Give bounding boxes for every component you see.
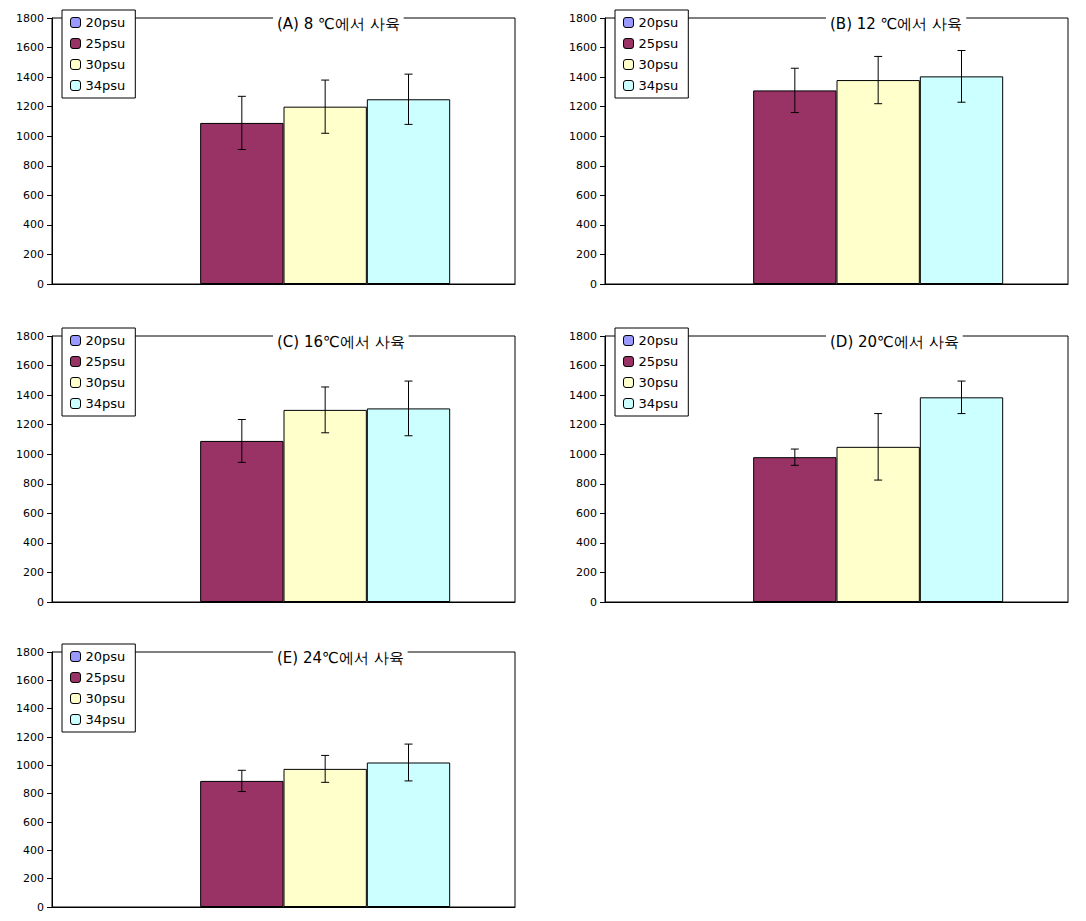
svg-text:1200: 1200 bbox=[569, 100, 597, 113]
svg-text:600: 600 bbox=[23, 189, 44, 202]
svg-text:800: 800 bbox=[23, 159, 44, 172]
svg-text:(D) 20℃에서 사육: (D) 20℃에서 사육 bbox=[830, 333, 959, 351]
svg-text:25psu: 25psu bbox=[86, 36, 126, 51]
svg-text:1800: 1800 bbox=[569, 12, 597, 25]
svg-text:1400: 1400 bbox=[569, 71, 597, 84]
svg-text:1200: 1200 bbox=[569, 418, 597, 431]
svg-text:30psu: 30psu bbox=[639, 57, 679, 72]
svg-text:400: 400 bbox=[23, 536, 44, 549]
svg-text:1600: 1600 bbox=[16, 41, 44, 54]
svg-text:25psu: 25psu bbox=[86, 670, 126, 685]
svg-text:20psu: 20psu bbox=[639, 333, 679, 348]
svg-text:20psu: 20psu bbox=[86, 649, 126, 664]
svg-text:800: 800 bbox=[576, 477, 597, 490]
svg-text:(C) 16℃에서 사육: (C) 16℃에서 사육 bbox=[277, 333, 405, 351]
svg-text:1000: 1000 bbox=[16, 448, 44, 461]
svg-text:400: 400 bbox=[576, 536, 597, 549]
svg-text:1400: 1400 bbox=[16, 389, 44, 402]
svg-text:1200: 1200 bbox=[16, 418, 44, 431]
svg-text:34psu: 34psu bbox=[639, 78, 679, 93]
svg-text:1000: 1000 bbox=[16, 759, 44, 772]
svg-text:1800: 1800 bbox=[569, 330, 597, 343]
svg-text:30psu: 30psu bbox=[86, 691, 126, 706]
svg-text:(E) 24℃에서 사육: (E) 24℃에서 사육 bbox=[277, 649, 404, 667]
svg-text:34psu: 34psu bbox=[86, 396, 126, 411]
svg-text:400: 400 bbox=[576, 218, 597, 231]
svg-text:800: 800 bbox=[576, 159, 597, 172]
svg-text:20psu: 20psu bbox=[639, 15, 679, 30]
svg-text:0: 0 bbox=[37, 901, 44, 914]
svg-text:200: 200 bbox=[576, 566, 597, 579]
svg-text:1800: 1800 bbox=[16, 12, 44, 25]
svg-text:1200: 1200 bbox=[16, 100, 44, 113]
svg-text:1400: 1400 bbox=[569, 389, 597, 402]
svg-text:25psu: 25psu bbox=[639, 354, 679, 369]
svg-text:600: 600 bbox=[23, 816, 44, 829]
svg-text:34psu: 34psu bbox=[86, 712, 126, 727]
svg-text:20psu: 20psu bbox=[86, 333, 126, 348]
svg-text:1600: 1600 bbox=[16, 674, 44, 687]
svg-text:0: 0 bbox=[37, 278, 44, 291]
svg-text:30psu: 30psu bbox=[86, 57, 126, 72]
svg-text:34psu: 34psu bbox=[639, 396, 679, 411]
svg-text:800: 800 bbox=[23, 787, 44, 800]
svg-text:25psu: 25psu bbox=[639, 36, 679, 51]
svg-text:1600: 1600 bbox=[569, 359, 597, 372]
svg-text:1800: 1800 bbox=[16, 646, 44, 659]
svg-text:200: 200 bbox=[576, 248, 597, 261]
svg-text:30psu: 30psu bbox=[639, 375, 679, 390]
svg-text:20psu: 20psu bbox=[86, 15, 126, 30]
svg-text:200: 200 bbox=[23, 248, 44, 261]
svg-text:1000: 1000 bbox=[569, 448, 597, 461]
svg-text:(B) 12 ℃에서 사육: (B) 12 ℃에서 사육 bbox=[830, 15, 962, 33]
svg-text:1600: 1600 bbox=[569, 41, 597, 54]
svg-text:200: 200 bbox=[23, 872, 44, 885]
svg-text:1000: 1000 bbox=[569, 130, 597, 143]
svg-text:1400: 1400 bbox=[16, 702, 44, 715]
svg-text:400: 400 bbox=[23, 844, 44, 857]
svg-text:0: 0 bbox=[590, 278, 597, 291]
svg-text:25psu: 25psu bbox=[86, 354, 126, 369]
svg-text:1400: 1400 bbox=[16, 71, 44, 84]
svg-text:600: 600 bbox=[576, 507, 597, 520]
svg-text:200: 200 bbox=[23, 566, 44, 579]
svg-text:0: 0 bbox=[37, 596, 44, 609]
svg-text:30psu: 30psu bbox=[86, 375, 126, 390]
svg-text:600: 600 bbox=[23, 507, 44, 520]
svg-text:1000: 1000 bbox=[16, 130, 44, 143]
svg-text:600: 600 bbox=[576, 189, 597, 202]
svg-text:1200: 1200 bbox=[16, 731, 44, 744]
svg-text:1600: 1600 bbox=[16, 359, 44, 372]
svg-text:0: 0 bbox=[590, 596, 597, 609]
svg-text:34psu: 34psu bbox=[86, 78, 126, 93]
svg-text:400: 400 bbox=[23, 218, 44, 231]
svg-text:1800: 1800 bbox=[16, 330, 44, 343]
svg-text:800: 800 bbox=[23, 477, 44, 490]
svg-text:(A) 8 ℃에서 사육: (A) 8 ℃에서 사육 bbox=[277, 15, 400, 33]
